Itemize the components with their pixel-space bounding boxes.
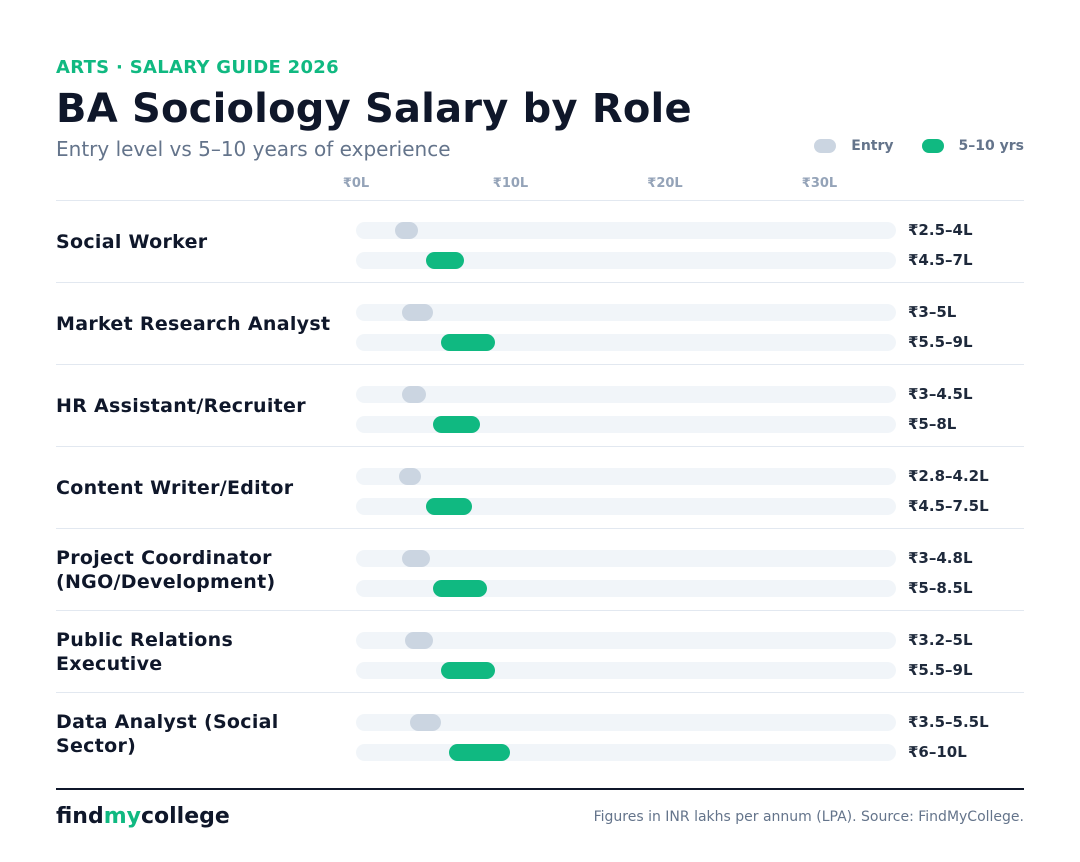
senior-range-label: ₹5–8L xyxy=(908,415,957,433)
role-row: HR Assistant/Recruiter ₹3–4.5L ₹5–8L xyxy=(56,365,1024,447)
entry-track xyxy=(356,632,896,649)
senior-track xyxy=(356,744,896,761)
entry-range-label: ₹3.2–5L xyxy=(908,631,973,649)
role-name: Project Coordinator (NGO/Development) xyxy=(56,547,276,593)
entry-range-label: ₹2.8–4.2L xyxy=(908,467,989,485)
entry-range-bar xyxy=(410,714,441,731)
row-divider xyxy=(56,692,1024,693)
row-divider xyxy=(56,610,1024,611)
row-divider xyxy=(56,528,1024,529)
entry-range-label: ₹3–5L xyxy=(908,303,957,321)
role-name: Social Worker xyxy=(56,231,208,253)
entry-track xyxy=(356,468,896,485)
role-row: Social Worker ₹2.5–4L ₹4.5–7L xyxy=(56,201,1024,283)
source-note: Figures in INR lakhs per annum (LPA). So… xyxy=(593,809,1024,825)
brand-logo: findmycollege xyxy=(56,804,230,829)
senior-range-bar xyxy=(425,252,465,269)
brand-accent: my xyxy=(103,804,141,829)
legend-senior-swatch xyxy=(921,139,944,153)
legend-entry-swatch xyxy=(814,139,837,153)
x-tick-label: ₹20L xyxy=(647,176,683,191)
senior-range-bar xyxy=(425,498,472,515)
senior-track xyxy=(356,252,896,269)
entry-range-bar xyxy=(402,386,426,403)
entry-range-bar xyxy=(402,550,431,567)
brand-suffix: college xyxy=(140,804,230,829)
entry-track xyxy=(356,550,896,567)
entry-range-label: ₹3–4.5L xyxy=(908,385,973,403)
role-row: Data Analyst (Social Sector) ₹3.5–5.5L ₹6–… xyxy=(56,693,1024,775)
role-row: Public Relations Executive ₹3.2–5L ₹5.5–9L xyxy=(56,611,1024,693)
role-name: Public Relations Executive xyxy=(56,629,234,675)
chart-subtitle: Entry level vs 5–10 years of experience xyxy=(56,137,451,161)
entry-track xyxy=(356,386,896,403)
senior-range-label: ₹4.5–7L xyxy=(908,251,973,269)
senior-range-label: ₹5.5–9L xyxy=(908,661,973,679)
role-row: Content Writer/Editor ₹2.8–4.2L ₹4.5–7.5L xyxy=(56,447,1024,529)
entry-range-bar xyxy=(394,222,418,239)
entry-track xyxy=(356,714,896,731)
entry-range-label: ₹3–4.8L xyxy=(908,549,973,567)
row-divider xyxy=(56,446,1024,447)
entry-range-label: ₹2.5–4L xyxy=(908,221,973,239)
senior-range-bar xyxy=(448,744,511,761)
senior-track xyxy=(356,498,896,515)
row-divider xyxy=(56,364,1024,365)
row-divider xyxy=(56,282,1024,283)
axis-divider xyxy=(56,200,1024,201)
x-tick-label: ₹0L xyxy=(342,176,370,191)
senior-range-bar xyxy=(433,416,480,433)
role-name: Content Writer/Editor xyxy=(56,477,294,499)
senior-range-label: ₹5–8.5L xyxy=(908,579,973,597)
senior-range-bar xyxy=(440,334,496,351)
entry-range-label: ₹3.5–5.5L xyxy=(908,713,989,731)
brand-prefix: find xyxy=(56,804,104,829)
role-name: HR Assistant/Recruiter xyxy=(56,395,306,417)
senior-track xyxy=(356,416,896,433)
entry-range-bar xyxy=(402,304,434,321)
senior-track xyxy=(356,334,896,351)
senior-range-label: ₹5.5–9L xyxy=(908,333,973,351)
eyebrow-label: ARTS · SALARY GUIDE 2026 xyxy=(56,57,339,78)
chart-title: BA Sociology Salary by Role xyxy=(56,86,692,132)
entry-track xyxy=(356,222,896,239)
senior-range-bar xyxy=(440,662,496,679)
legend: Entry 5–10 yrs xyxy=(814,138,1024,154)
legend-senior-label: 5–10 yrs xyxy=(958,138,1024,154)
role-name: Market Research Analyst xyxy=(56,313,331,335)
x-tick-label: ₹30L xyxy=(801,176,838,191)
role-row: Market Research Analyst ₹3–5L ₹5.5–9L xyxy=(56,283,1024,365)
senior-range-label: ₹4.5–7.5L xyxy=(908,497,989,515)
senior-range-bar xyxy=(433,580,488,597)
legend-entry-label: Entry xyxy=(851,138,894,154)
senior-track xyxy=(356,580,896,597)
entry-range-bar xyxy=(405,632,434,649)
role-row: Project Coordinator (NGO/Development) ₹3–… xyxy=(56,529,1024,611)
role-name: Data Analyst (Social Sector) xyxy=(56,711,279,757)
entry-range-bar xyxy=(399,468,421,485)
senior-range-label: ₹6–10L xyxy=(908,743,967,761)
entry-track xyxy=(356,304,896,321)
x-tick-label: ₹10L xyxy=(492,176,529,191)
senior-track xyxy=(356,662,896,679)
footer-divider xyxy=(56,788,1024,790)
